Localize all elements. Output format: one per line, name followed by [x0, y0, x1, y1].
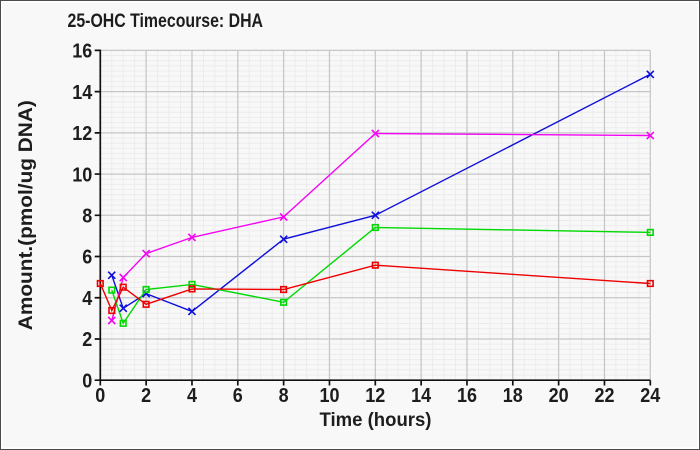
svg-text:0: 0 [82, 370, 92, 392]
svg-text:14: 14 [72, 81, 93, 103]
svg-text:8: 8 [82, 205, 92, 227]
svg-text:12: 12 [365, 384, 385, 406]
svg-text:4: 4 [187, 384, 198, 406]
svg-text:10: 10 [72, 164, 92, 186]
svg-text:10: 10 [319, 384, 339, 406]
svg-text:24: 24 [640, 384, 661, 406]
svg-text:16: 16 [72, 40, 92, 62]
svg-text:16: 16 [457, 384, 477, 406]
svg-text:20: 20 [548, 384, 568, 406]
svg-text:12: 12 [72, 123, 92, 145]
svg-text:4: 4 [82, 288, 93, 310]
svg-text:6: 6 [232, 384, 242, 406]
svg-text:2: 2 [82, 329, 92, 351]
svg-text:6: 6 [82, 246, 92, 268]
svg-text:2: 2 [141, 384, 151, 406]
svg-text:Time (hours): Time (hours) [319, 410, 431, 431]
svg-text:8: 8 [278, 384, 288, 406]
svg-text:25-OHC Timecourse: DHA: 25-OHC Timecourse: DHA [67, 10, 263, 32]
svg-text:Amount.(pmol/ug DNA): Amount.(pmol/ug DNA) [16, 100, 37, 330]
svg-text:14: 14 [411, 384, 432, 406]
svg-text:0: 0 [95, 384, 105, 406]
svg-text:18: 18 [502, 384, 522, 406]
svg-text:22: 22 [594, 384, 614, 406]
